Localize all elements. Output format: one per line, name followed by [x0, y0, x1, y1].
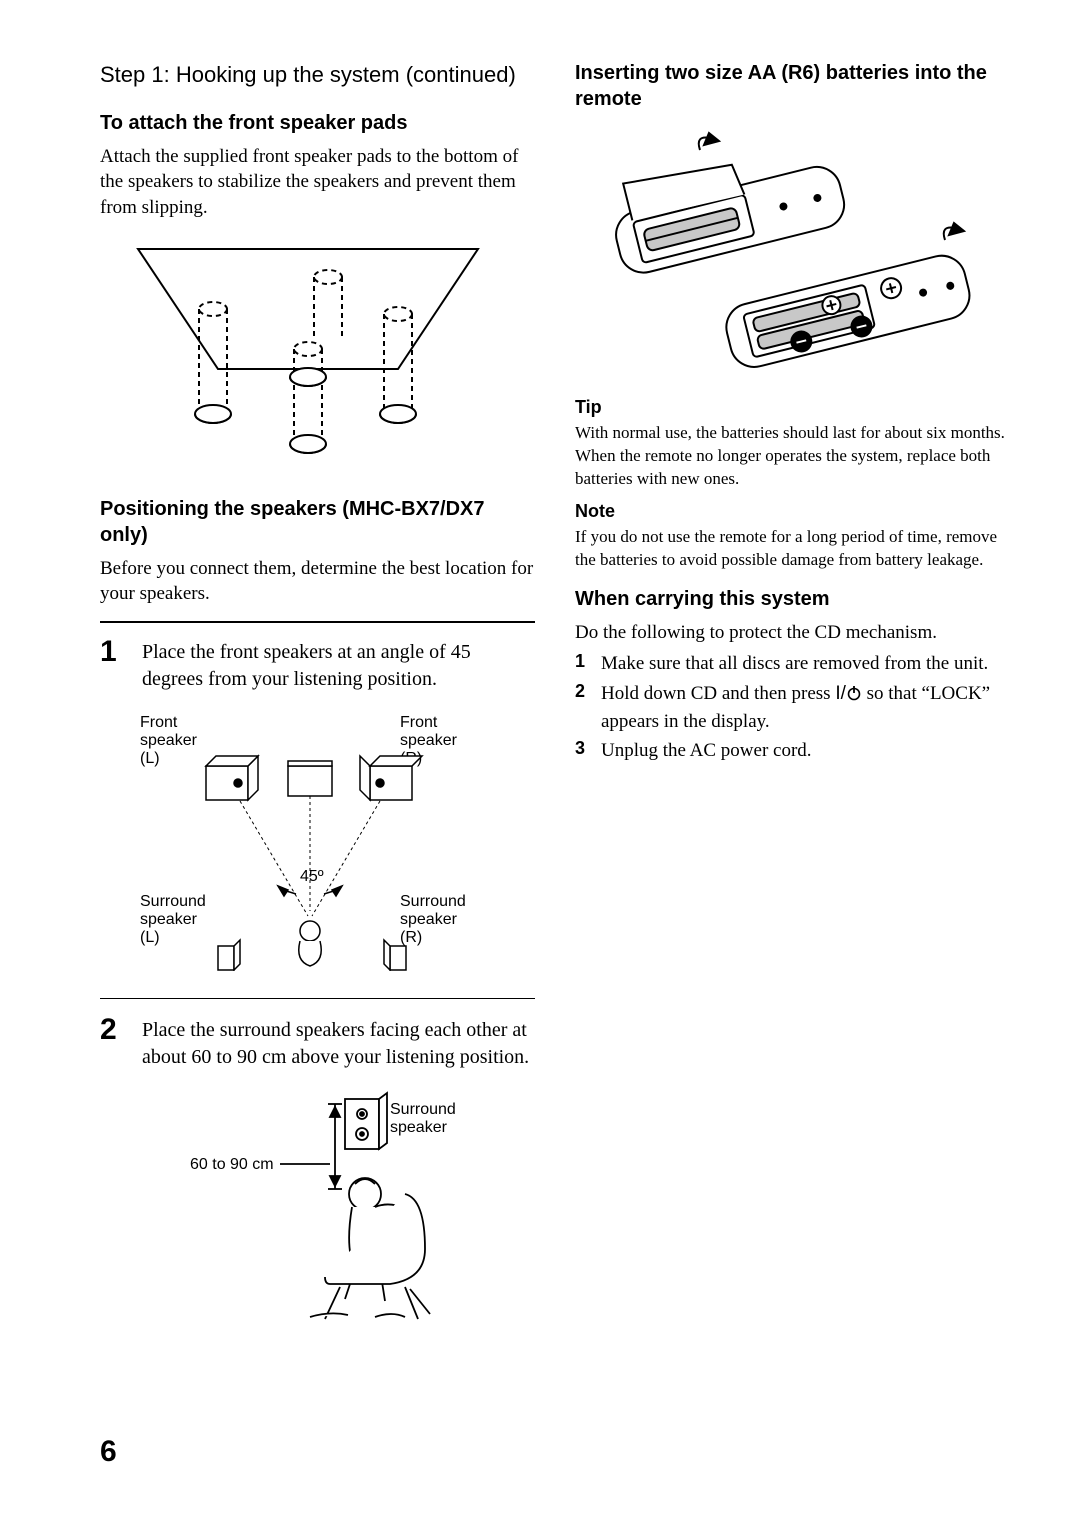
- svg-text:Front: Front: [140, 714, 178, 731]
- carry-step-2: 2 Hold down CD and then press I/ so that…: [575, 681, 1010, 734]
- note-text: If you do not use the remote for a long …: [575, 526, 1010, 572]
- carry-step-3-text: Unplug the AC power cord.: [601, 738, 812, 764]
- svg-text:Surround: Surround: [400, 893, 466, 910]
- svg-text:speaker: speaker: [140, 911, 198, 928]
- svg-text:speaker: speaker: [140, 732, 198, 749]
- svg-text:Front: Front: [400, 714, 438, 731]
- page-number: 6: [100, 1435, 117, 1469]
- heading-carrying: When carrying this system: [575, 586, 1010, 612]
- tip-text: With normal use, the batteries should la…: [575, 422, 1010, 491]
- note-heading: Note: [575, 501, 1010, 522]
- divider: [100, 621, 535, 623]
- svg-text:speaker: speaker: [390, 1119, 448, 1136]
- power-icon: [846, 683, 862, 709]
- step-2-num: 2: [100, 1015, 124, 1071]
- diagram-speaker-pads: [118, 239, 535, 474]
- step-2: 2 Place the surround speakers facing eac…: [100, 1015, 535, 1071]
- tip-heading: Tip: [575, 397, 1010, 418]
- heading-attach-pads: To attach the front speaker pads: [100, 110, 535, 136]
- angle-label: 45º: [300, 868, 324, 885]
- svg-text:(L): (L): [140, 750, 160, 767]
- diagram-remote-batteries: [575, 130, 1010, 375]
- carry-step-1-text: Make sure that all discs are removed fro…: [601, 651, 988, 677]
- step-title: Step 1: Hooking up the system (continued…: [100, 60, 535, 90]
- carry-step-1-num: 1: [575, 651, 593, 677]
- paragraph-positioning: Before you connect them, determine the b…: [100, 556, 535, 607]
- heading-batteries: Inserting two size AA (R6) batteries int…: [575, 60, 1010, 112]
- step-2-text: Place the surround speakers facing each …: [142, 1015, 535, 1071]
- carry-step-2-text: Hold down CD and then press I/ so that “…: [601, 681, 1010, 734]
- paragraph-carrying: Do the following to protect the CD mecha…: [575, 620, 1010, 646]
- svg-text:(L): (L): [140, 929, 160, 946]
- carry-step-2-num: 2: [575, 681, 593, 734]
- svg-text:Surround: Surround: [390, 1101, 456, 1118]
- paragraph-attach-pads: Attach the supplied front speaker pads t…: [100, 144, 535, 221]
- carry-step-1: 1 Make sure that all discs are removed f…: [575, 651, 1010, 677]
- svg-text:60 to 90 cm: 60 to 90 cm: [190, 1156, 274, 1173]
- svg-text:(R): (R): [400, 929, 422, 946]
- step-1-num: 1: [100, 637, 124, 693]
- carry-step-3-num: 3: [575, 738, 593, 764]
- heading-positioning: Positioning the speakers (MHC-BX7/DX7 on…: [100, 496, 535, 548]
- diagram-listener-height: Surround speaker 60 to 90 cm: [180, 1089, 535, 1334]
- divider: [100, 998, 535, 999]
- step-1: 1 Place the front speakers at an angle o…: [100, 637, 535, 693]
- step-1-text: Place the front speakers at an angle of …: [142, 637, 535, 693]
- diagram-speaker-layout: Frontspeaker(L) Frontspeaker(R) Surround…: [140, 711, 535, 976]
- svg-text:Surround: Surround: [140, 893, 206, 910]
- svg-text:speaker: speaker: [400, 911, 458, 928]
- svg-text:speaker: speaker: [400, 732, 458, 749]
- carry-step-3: 3 Unplug the AC power cord.: [575, 738, 1010, 764]
